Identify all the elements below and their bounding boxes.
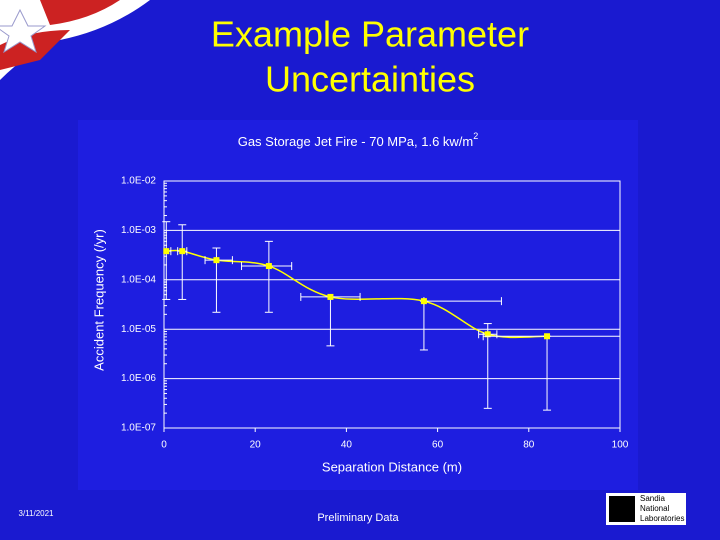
flag-logo xyxy=(0,0,150,80)
point xyxy=(163,248,170,255)
star xyxy=(0,8,47,54)
sandia-logo: Sandia National Laboratories xyxy=(606,493,686,525)
x-tick-label: 60 xyxy=(432,440,444,451)
y-tick-label: 1.0E-05 xyxy=(121,324,156,335)
x-tick-label: 100 xyxy=(612,440,629,451)
x-tick-label: 80 xyxy=(523,440,535,451)
chart-title-sup: 2 xyxy=(473,131,478,141)
point xyxy=(213,257,220,264)
x-tick-label: 0 xyxy=(161,440,167,451)
x-tick-label: 20 xyxy=(250,440,262,451)
x-axis-label: Separation Distance (m) xyxy=(322,459,462,474)
logo-text: Sandia xyxy=(640,494,665,503)
y-tick-label: 1.0E-04 xyxy=(121,274,156,285)
flag-red xyxy=(40,0,120,25)
y-axis-label: Accident Frequency (/yr) xyxy=(91,229,106,371)
logo-text: Laboratories xyxy=(640,514,684,523)
point xyxy=(327,293,334,300)
point xyxy=(544,333,551,340)
point xyxy=(179,248,186,255)
logo-text: National xyxy=(640,504,670,513)
point xyxy=(484,331,491,338)
footer: Preliminary Data xyxy=(317,512,399,524)
chart-panel xyxy=(78,120,638,490)
slide-title: Example Parameter xyxy=(211,14,529,55)
chart-title: Gas Storage Jet Fire - 70 MPa, 1.6 kw/m2 xyxy=(238,131,479,149)
x-tick-label: 40 xyxy=(341,440,353,451)
slide-title: Uncertainties xyxy=(265,59,475,100)
y-tick-label: 1.0E-06 xyxy=(121,373,156,384)
y-tick-label: 1.0E-03 xyxy=(121,225,156,236)
point xyxy=(420,298,427,305)
y-tick-label: 1.0E-02 xyxy=(121,176,156,187)
chart-title-text: Gas Storage Jet Fire - 70 MPa, 1.6 kw/m xyxy=(238,134,474,149)
point xyxy=(265,263,272,270)
logo-mark xyxy=(609,496,635,522)
plot: 1.0E-07 1.0E-06 1.0E-05 1.0E-04 1.0E-03 1.0E-… xyxy=(121,176,629,451)
flag-white xyxy=(0,0,150,80)
date: 3/11/2021 xyxy=(19,509,55,518)
y-tick-label: 1.0E-07 xyxy=(121,423,156,434)
